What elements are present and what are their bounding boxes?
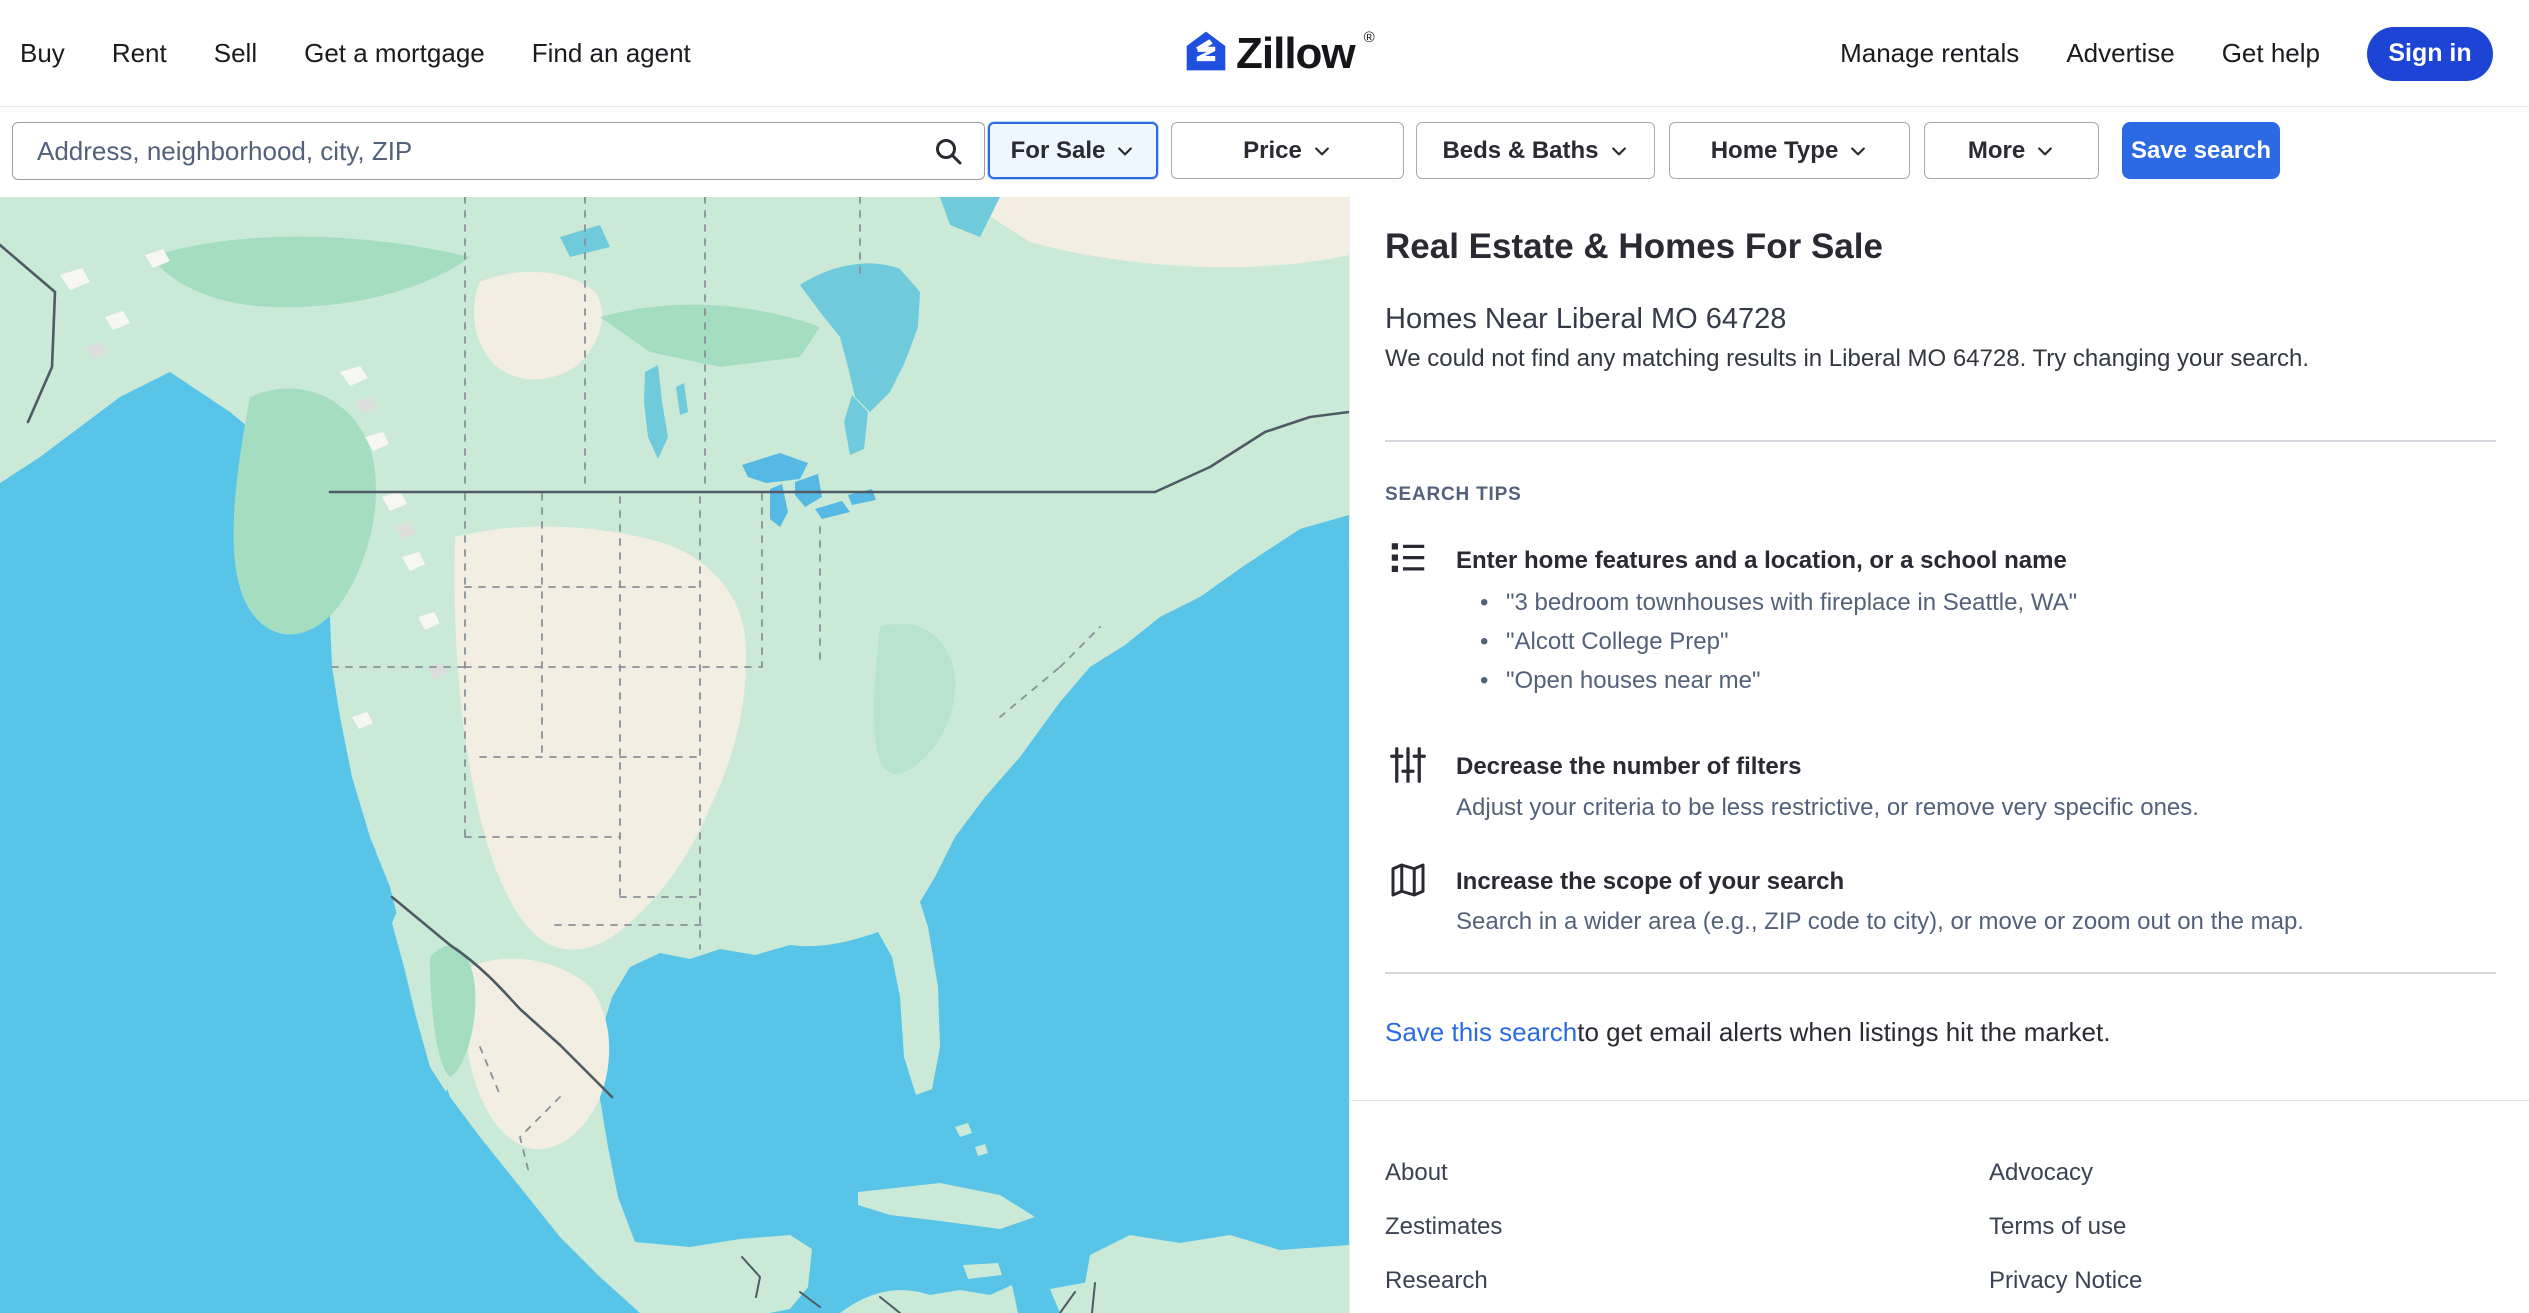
chevron-down-icon: [1118, 146, 1133, 155]
chevron-down-icon: [1314, 146, 1329, 155]
bullet-dot: •: [1480, 628, 1489, 655]
footer-divider: [1350, 1100, 2529, 1101]
filters-icon: [1388, 745, 1428, 785]
nav-find-an-agent[interactable]: Find an agent: [531, 38, 691, 68]
tip-description: Adjust your criteria to be less restrict…: [1456, 794, 2199, 821]
filter-home-type-label: Home Type: [1710, 136, 1839, 164]
search-box: [12, 122, 985, 180]
footer-link-about[interactable]: About: [1385, 1159, 1448, 1186]
footer-link-privacy-notice[interactable]: Privacy Notice: [1989, 1267, 2143, 1294]
divider: [1385, 972, 2496, 974]
tip-bullet: • "3 bedroom townhouses with fireplace in…: [1480, 589, 2077, 617]
filter-home-type[interactable]: Home Type: [1669, 122, 1910, 179]
nav-buy[interactable]: Buy: [20, 38, 65, 68]
secondary-nav: Manage rentals Advertise Get help Sign i…: [1840, 0, 2493, 107]
filter-beds-baths[interactable]: Beds & Baths: [1416, 122, 1655, 179]
search-icon[interactable]: [933, 136, 963, 166]
chevron-down-icon: [1611, 146, 1626, 155]
list-icon: [1388, 537, 1428, 577]
save-search-button[interactable]: Save search: [2122, 122, 2280, 179]
bullet-dot: •: [1480, 589, 1489, 616]
results-subtitle: Homes Near Liberal MO 64728: [1385, 303, 1787, 335]
logo-wordmark: Zillow: [1236, 28, 1356, 78]
map-canvas: [0, 197, 1349, 1313]
filter-price[interactable]: Price: [1171, 122, 1404, 179]
map-icon: [1388, 860, 1428, 900]
water-features-layer: [560, 197, 1349, 597]
bullet-dot: •: [1480, 667, 1489, 694]
footer-link-zestimates[interactable]: Zestimates: [1385, 1213, 1503, 1240]
tip-title: Enter home features and a location, or a…: [1456, 547, 2067, 574]
footer-link-advocacy[interactable]: Advocacy: [1989, 1159, 2094, 1186]
filter-for-sale[interactable]: For Sale: [988, 122, 1158, 179]
chevron-down-icon: [1851, 146, 1866, 155]
divider: [1385, 440, 2496, 442]
tip-title: Increase the scope of your search: [1456, 868, 1845, 895]
top-header: Buy Rent Sell Get a mortgage Find an age…: [0, 0, 2529, 107]
filter-more[interactable]: More: [1924, 122, 2099, 179]
no-results-message: We could not find any matching results i…: [1385, 345, 2310, 372]
page-title: Real Estate & Homes For Sale: [1385, 227, 1883, 266]
tip-bullet: • "Alcott College Prep": [1480, 628, 1728, 656]
search-tips-label: SEARCH TIPS: [1385, 484, 1522, 505]
nav-get-help[interactable]: Get help: [2221, 38, 2320, 68]
logo-registered-mark: ®: [1363, 29, 1375, 46]
tip-description: Search in a wider area (e.g., ZIP code t…: [1456, 908, 2304, 935]
nav-rent[interactable]: Rent: [111, 38, 167, 68]
results-panel: Real Estate & Homes For Sale Homes Near …: [1349, 197, 2529, 1313]
filter-price-label: Price: [1243, 136, 1302, 164]
terrain-layer: [60, 197, 1349, 1150]
primary-nav: Buy Rent Sell Get a mortgage Find an age…: [20, 0, 691, 107]
save-search-prompt: Save this searchto get email alerts when…: [1385, 1017, 2110, 1048]
search-input[interactable]: [12, 122, 985, 180]
chevron-down-icon: [2038, 146, 2053, 155]
filter-for-sale-label: For Sale: [1010, 136, 1106, 164]
tip-bullet: • "Open houses near me": [1480, 667, 1761, 695]
nav-manage-rentals[interactable]: Manage rentals: [1840, 38, 2020, 68]
footer-link-research[interactable]: Research: [1385, 1267, 1488, 1294]
footer-link-terms-of-use[interactable]: Terms of use: [1989, 1213, 2127, 1240]
map[interactable]: [0, 197, 1349, 1313]
sign-in-button[interactable]: Sign in: [2367, 26, 2493, 81]
filter-beds-baths-label: Beds & Baths: [1442, 136, 1599, 164]
tip-bullet-text: "3 bedroom townhouses with fireplace in …: [1506, 589, 2078, 616]
tip-bullet-text: "Alcott College Prep": [1506, 628, 1729, 655]
tip-bullet-text: "Open houses near me": [1506, 667, 1761, 694]
nav-sell[interactable]: Sell: [213, 38, 258, 68]
filter-more-label: More: [1967, 136, 2026, 164]
nav-get-a-mortgage[interactable]: Get a mortgage: [304, 38, 485, 68]
nav-advertise[interactable]: Advertise: [2066, 38, 2175, 68]
zillow-house-icon: [1185, 30, 1227, 77]
tip-title: Decrease the number of filters: [1456, 753, 1802, 780]
save-this-search-link[interactable]: Save this search: [1385, 1017, 1578, 1047]
save-search-suffix: to get email alerts when listings hit th…: [1577, 1017, 2111, 1047]
search-filter-bar: For Sale Price Beds & Baths Home Type Mo…: [0, 107, 2529, 197]
borders-layer: [0, 197, 1349, 1313]
zillow-logo[interactable]: Zillow ®: [1185, 0, 1375, 107]
